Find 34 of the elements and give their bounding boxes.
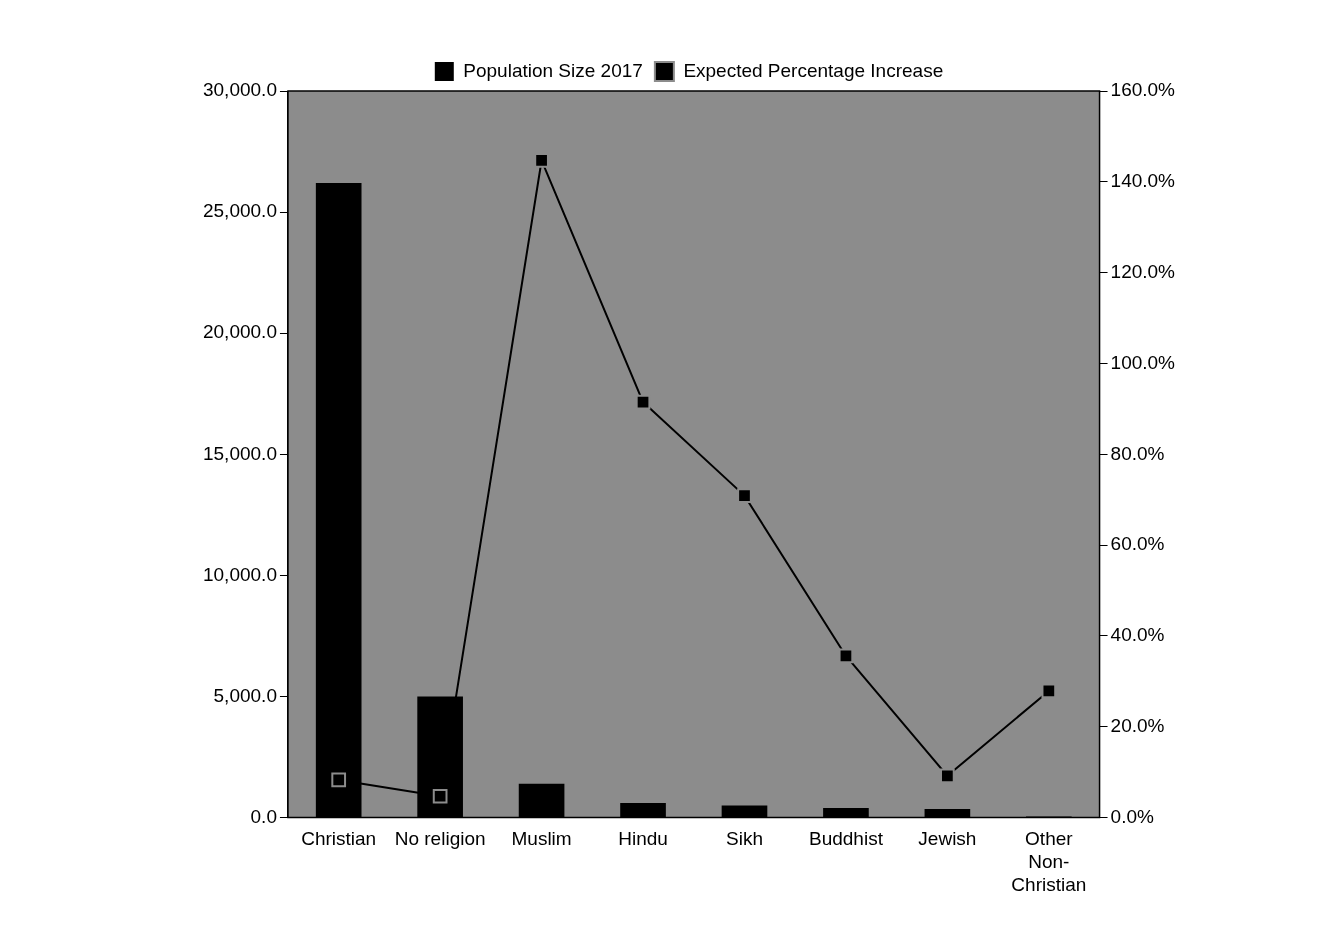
y2-tick-label: 20.0% xyxy=(1110,715,1165,737)
y2-tick-label: 160.0% xyxy=(1110,79,1176,101)
y2-tick-label: 120.0% xyxy=(1110,260,1176,282)
point xyxy=(940,768,955,784)
x-tick-label: Buddhist xyxy=(808,828,884,850)
point xyxy=(635,394,651,410)
x-tick-label: Other Non-Christian xyxy=(1011,828,1087,895)
point xyxy=(331,772,347,788)
point xyxy=(737,488,752,503)
y2-tick-label: 40.0% xyxy=(1110,624,1165,646)
y-tick-label: 0.0 xyxy=(250,805,277,827)
y2-tick-label: 60.0% xyxy=(1110,533,1165,555)
y-tick-label: 20,000.0 xyxy=(202,321,277,343)
point xyxy=(534,153,549,168)
x-tick-label: Muslim xyxy=(511,828,572,850)
y-tick-label: 5,000.0 xyxy=(213,684,277,706)
x-tick-label: Jewish xyxy=(918,828,977,850)
y-tick-label: 30,000.0 xyxy=(202,79,277,101)
y2-tick-label: 140.0% xyxy=(1110,170,1176,192)
point xyxy=(838,648,854,664)
x-tick-label: Hindu xyxy=(618,828,668,850)
point xyxy=(432,788,448,804)
point xyxy=(1041,683,1057,699)
x-tick-label: No religion xyxy=(394,828,486,850)
y-tick-label: 15,000.0 xyxy=(202,442,277,464)
y2-tick-label: 100.0% xyxy=(1110,351,1176,373)
x-tick-label: Sikh xyxy=(726,828,763,850)
y-tick-label: 10,000.0 xyxy=(202,563,277,585)
legend-label: Population Size 2017 xyxy=(463,59,643,81)
legend-label: Expected Percentage Increase xyxy=(683,59,944,81)
x-tick-label: Christian xyxy=(301,828,377,850)
y-tick-label: 25,000.0 xyxy=(202,200,277,222)
y2-tick-label: 80.0% xyxy=(1110,442,1165,464)
y2-tick-label: 0.0% xyxy=(1110,805,1154,827)
